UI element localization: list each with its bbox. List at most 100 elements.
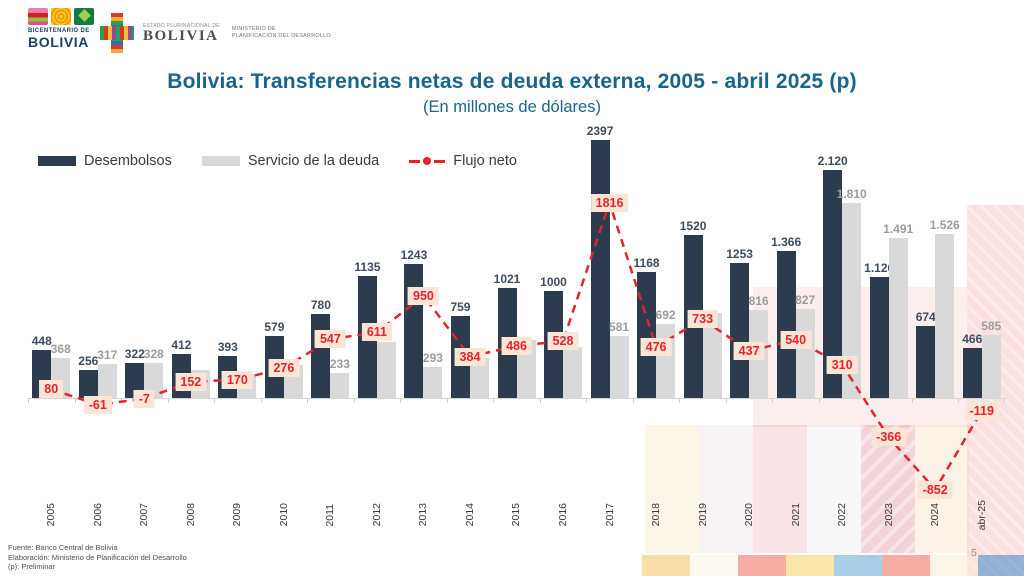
servicio-bar-value-label: 317: [97, 347, 118, 362]
flujo-neto-value-label: 384: [454, 347, 486, 366]
servicio-bar: [376, 341, 396, 398]
plot-area: 448 368 2005 256 317 2006 322 328 2007 412 2008 393…: [28, 124, 1005, 576]
desembolsos-bar-value-label: 1135: [354, 259, 381, 274]
desembolsos-bar: [916, 325, 936, 398]
desembolsos-bar-value-label: 674: [915, 309, 936, 324]
legend-item-servicio: Servicio de la deuda: [201, 153, 380, 169]
servicio-bar-value-label: 293: [422, 350, 443, 365]
servicio-bar: [97, 363, 117, 398]
flujo-neto-value-label: 170: [221, 370, 253, 389]
desembolsos-bar-value-label: 412: [171, 337, 192, 352]
flujo-neto-value-label: 950: [408, 286, 439, 305]
pattern-tile: [882, 555, 930, 576]
axis-tick: [74, 398, 76, 403]
desembolsos-bar-value-label: 1168: [633, 256, 660, 271]
servicio-bar: [330, 372, 350, 398]
servicio-bar-value-label: 233: [329, 356, 350, 371]
pattern-tile: [807, 425, 861, 553]
desembolsos-bar-value-label: 322: [124, 347, 145, 362]
legend-label: Servicio de la deuda: [247, 153, 380, 169]
desembolsos-bar-value-label: 1253: [726, 247, 753, 262]
desembolsos-bar-value-label: 759: [450, 300, 471, 315]
flujo-neto-value-label: 486: [501, 336, 532, 355]
flujo-neto-value-label: -366: [871, 428, 907, 447]
servicio-bar: [423, 366, 443, 398]
pattern-tile: [699, 425, 753, 553]
axis-tick: [679, 398, 681, 403]
flujo-neto-value-label: 528: [547, 332, 579, 351]
servicio-bar: [144, 362, 164, 398]
desembolsos-bar: [637, 272, 657, 398]
bicentenario-bolivia-label: BOLIVIA: [28, 34, 89, 50]
desembolsos-bar-value-label: 579: [264, 319, 285, 334]
axis-tick: [818, 398, 820, 403]
axis-tick: [911, 398, 913, 403]
chart-legend: Desembolsos Servicio de la deuda Flujo n…: [38, 153, 517, 169]
axis-tick: [400, 398, 402, 403]
axis-tick: [958, 398, 960, 403]
pattern-tile: [978, 555, 1024, 576]
flujo-neto-value-label: 1816: [590, 193, 629, 212]
kantuta-icon: [74, 8, 94, 25]
axis-tick: [725, 398, 727, 403]
page-number: 5: [971, 547, 977, 559]
axis-tick: [1004, 398, 1005, 403]
servicio-bar-value-label: 328: [143, 346, 164, 361]
bicentenario-logo: BICENTENARIO DE BOLIVIA: [28, 8, 100, 50]
elaboration-note: Elaboración: Ministerio de Planificación…: [8, 552, 187, 562]
axis-tick: [493, 398, 495, 403]
servicio-bar: [609, 335, 629, 398]
legend-label: Desembolsos: [84, 153, 172, 169]
flujo-neto-value-label: 547: [314, 330, 346, 349]
pattern-tile: [690, 555, 738, 576]
axis-tick: [772, 398, 774, 403]
desembolsos-bar-value-label: 780: [310, 298, 331, 313]
x-axis-line: [28, 398, 1005, 399]
servicio-bar-value-label: 827: [795, 293, 816, 308]
servicio-bar: [981, 335, 1001, 398]
servicio-bar-value-label: 816: [748, 294, 769, 309]
axis-tick: [28, 398, 29, 403]
axis-tick: [632, 398, 634, 403]
servicio-bar: [888, 237, 908, 398]
legend-item-desembolsos: Desembolsos: [38, 153, 172, 169]
axis-tick: [260, 398, 262, 403]
flujo-neto-value-label: 611: [361, 323, 393, 342]
desembolsos-bar-value-label: 448: [31, 333, 52, 348]
flujo-neto-value-label: 540: [780, 330, 812, 349]
flag-icon: [28, 8, 48, 25]
flujo-neto-value-label: 152: [175, 372, 207, 391]
page-title: Bolivia: Transferencias netas de deuda e…: [167, 70, 857, 93]
servicio-bar-value-label: 692: [655, 307, 676, 322]
pattern-tile: [786, 555, 834, 576]
axis-tick: [307, 398, 309, 403]
flujo-neto-value-label: -852: [917, 480, 953, 499]
servicio-bar-value-label: 1.526: [929, 217, 960, 232]
flujo-neto-line-icon: [409, 157, 446, 165]
desembolsos-bar: [962, 347, 982, 398]
desembolsos-bar-value-label: 1000: [540, 274, 567, 289]
desembolsos-bar: [869, 276, 889, 398]
flujo-neto-value-label: -61: [83, 395, 112, 414]
bolivia-wordmark: BOLIVIA: [143, 27, 219, 44]
desembolsos-bar: [730, 263, 750, 398]
servicio-swatch-icon: [201, 156, 240, 166]
flujo-neto-value-label: 733: [687, 310, 719, 329]
ministry-logo: ESTADO PLURINACIONAL DE BOLIVIA MINISTER…: [100, 13, 331, 53]
flujo-neto-value-label: 80: [39, 380, 64, 399]
pattern-tile: [738, 555, 786, 576]
flujo-neto-value-label: -119: [964, 401, 999, 420]
servicio-bar-value-label: 585: [981, 319, 1002, 334]
servicio-bar-value-label: 581: [609, 319, 630, 334]
desembolsos-bar-value-label: 466: [962, 331, 983, 346]
servicio-bar: [702, 313, 722, 398]
servicio-bar-value-label: 1.810: [836, 187, 867, 202]
axis-tick: [167, 398, 169, 403]
desembolsos-bar-value-label: 2.120: [817, 154, 848, 169]
desembolsos-bar-value-label: 1243: [400, 248, 428, 263]
estado-plurinacional-label: ESTADO PLURINACIONAL DE: [143, 22, 220, 29]
flujo-neto-value-label: 310: [826, 355, 858, 374]
pattern-tile: [645, 425, 699, 553]
chakana-icon: [100, 13, 134, 53]
